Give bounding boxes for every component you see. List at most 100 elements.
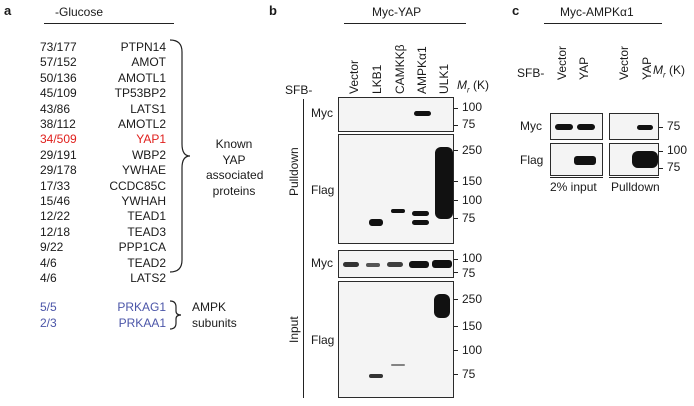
blot-input-myc: [338, 250, 454, 278]
panel-c-header: Myc-AMPKα1: [560, 5, 634, 19]
ratio-value: 12/22: [40, 209, 71, 224]
ratio-value: 29/191: [40, 147, 77, 162]
protein-name: TP53BP2: [114, 86, 166, 101]
section-pulldown: Pulldown: [287, 147, 301, 196]
panel-b-header-rule: [344, 23, 466, 24]
mr-subscript: r: [663, 70, 666, 80]
panel-c-sfb-label: SFB-: [517, 66, 545, 80]
ratio-value: 73/177: [40, 40, 77, 54]
row-label-flag: Flag: [520, 153, 544, 167]
ratio-value: 15/46: [40, 194, 71, 208]
band-camkk: [391, 209, 405, 213]
tick: [659, 151, 663, 152]
ratio-value: 12/18: [40, 224, 71, 239]
band-c-myc: [555, 124, 573, 130]
protein-name: AMOTL2: [117, 117, 166, 131]
mw-label: 100: [462, 193, 483, 207]
ampk-protein-name: PRKAA1: [118, 316, 166, 330]
lane-label: AMPKα1: [415, 46, 429, 94]
protein-name: CCDC85C: [109, 178, 166, 193]
blot-pulldown-flag: [338, 134, 454, 244]
tick: [454, 218, 458, 219]
known-label-line: proteins: [212, 183, 256, 198]
tick: [454, 299, 458, 300]
ratio-value: 34/509: [40, 132, 77, 147]
panel-c-letter: c: [512, 3, 520, 18]
ampk-label-line1: AMPK: [192, 300, 227, 314]
known-yap-label: Known YAP associated proteins: [206, 137, 264, 199]
row-label-myc: Myc: [520, 119, 542, 133]
mw-label: 100: [462, 343, 483, 357]
mr-symbol: M: [653, 63, 663, 77]
ampk-brace: [169, 300, 182, 330]
mr-unit: (K): [469, 78, 490, 92]
ratio-value: 50/136: [40, 70, 77, 85]
band-input-myc: [366, 263, 380, 267]
group-rule-pulldown: [609, 177, 659, 178]
band-c-myc: [577, 124, 595, 130]
row-label-flag: Flag: [311, 333, 335, 347]
lane-label: YAP: [577, 56, 591, 80]
tick: [454, 272, 458, 273]
mr-symbol: M: [457, 78, 467, 92]
band-ampk-upper: [412, 211, 429, 216]
blot-c-input-myc: [550, 113, 603, 140]
panel-c-mr-label: Mr (K): [653, 63, 685, 79]
tick: [454, 108, 458, 109]
ampk-protein-name: PRKAG1: [117, 300, 166, 314]
band-c-flag: [574, 156, 596, 165]
input-bracket: [303, 248, 304, 398]
ratio-value: 29/178: [40, 163, 77, 178]
mw-label: 150: [462, 319, 483, 333]
blot-pulldown-myc: [338, 97, 454, 132]
protein-name: YAP1: [136, 132, 166, 147]
panel-a-header: -Glucose: [55, 5, 104, 19]
lane-label: YAP: [640, 56, 654, 80]
protein-name: AMOTL1: [117, 70, 166, 85]
panel-b-letter: b: [269, 3, 277, 18]
blot-c-pulldown-flag: [609, 143, 659, 176]
band-ampk-lower: [412, 220, 429, 225]
panel-b-mr-label: Mr (K): [457, 78, 489, 94]
row-label-flag: Flag: [311, 183, 335, 197]
known-label-line: associated: [206, 168, 264, 182]
ratio-value: 57/152: [40, 55, 77, 70]
protein-name: WBP2: [131, 147, 166, 162]
protein-name: TEAD1: [127, 209, 166, 224]
known-label-line: YAP: [222, 152, 246, 167]
group-rule-input: [550, 177, 603, 178]
mw-label: 75: [667, 160, 681, 174]
protein-name: AMOT: [131, 55, 166, 70]
ratio-value: 45/109: [40, 86, 77, 101]
panel-a-header-rule: [44, 23, 174, 24]
band-input-myc: [432, 260, 452, 268]
mw-label: 75: [462, 367, 476, 381]
mw-label: 250: [462, 292, 483, 306]
mw-label: 75: [462, 117, 476, 131]
blot-c-pulldown-myc: [609, 113, 659, 140]
known-label-line: Known: [215, 137, 253, 151]
protein-name: YWHAE: [121, 163, 166, 178]
known-brace: [169, 39, 191, 273]
lane-label: LKB1: [370, 64, 384, 94]
panel-b-sfb-label: SFB-: [285, 83, 313, 97]
protein-name: TEAD3: [127, 224, 166, 239]
mw-label: 75: [667, 119, 681, 133]
ampk-label-line2: subunits: [192, 316, 237, 330]
lane-label: Vector: [617, 45, 631, 80]
blot-input-flag: [338, 281, 454, 398]
ratio-value: 4/6: [40, 255, 57, 270]
band-c-flag: [632, 151, 658, 168]
mw-label: 100: [462, 100, 483, 114]
panel-b-header: Myc-YAP: [372, 5, 422, 19]
tick: [454, 125, 458, 126]
band-input-lkb1: [369, 374, 383, 378]
row-label-myc: Myc: [311, 106, 333, 120]
tick: [659, 127, 663, 128]
panel-a-letter: a: [4, 3, 12, 18]
mr-subscript: r: [467, 85, 470, 95]
tick: [454, 200, 458, 201]
tick: [454, 326, 458, 327]
ratio-value: 17/33: [40, 178, 71, 193]
tick: [454, 259, 458, 260]
